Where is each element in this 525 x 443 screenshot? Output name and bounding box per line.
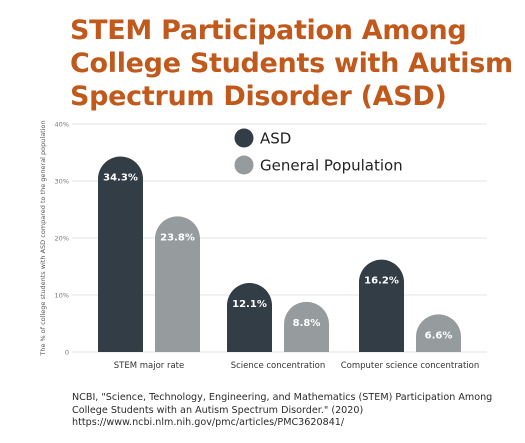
- source-line-1: NCBI, "Science, Technology, Engineering,…: [72, 392, 493, 403]
- legend: ASD General Population: [234, 128, 403, 175]
- legend-swatch-general-population: [234, 155, 254, 175]
- bar-value-label: 6.6%: [425, 330, 453, 341]
- bar-general-population: [155, 216, 200, 352]
- bar-value-label: 16.2%: [364, 276, 399, 287]
- x-axis-ticks: STEM major rate Science concentration Comp…: [114, 361, 480, 371]
- legend-swatch-asd: [234, 128, 254, 148]
- bar-asd: [359, 259, 404, 352]
- bar-value-label: 12.1%: [232, 299, 267, 310]
- y-axis-ticks: 0 10% 20% 30% 40%: [55, 121, 69, 357]
- y-tick-label: 20%: [55, 235, 69, 243]
- bar-value-label: 34.3%: [103, 172, 138, 183]
- bar-value-label: 23.8%: [160, 232, 195, 243]
- y-tick-label: 40%: [55, 121, 69, 129]
- chart-title: STEM Participation Among College Student…: [70, 15, 513, 112]
- x-tick-label: Computer science concentration: [341, 361, 480, 371]
- bar-value-labels: 34.3% 23.8% 12.1% 8.8% 16.2% 6.6%: [103, 172, 452, 341]
- legend-label: General Population: [260, 157, 403, 175]
- bar-general-population: [416, 314, 461, 352]
- x-tick-label: STEM major rate: [114, 361, 185, 371]
- x-tick-label: Science concentration: [231, 361, 326, 371]
- source-line-2: College Students with an Autism Spectrum…: [72, 404, 364, 416]
- y-tick-label: 0: [65, 349, 69, 357]
- legend-label: ASD: [260, 130, 291, 148]
- y-tick-label: 30%: [55, 178, 69, 186]
- bar-asd: [98, 156, 143, 352]
- source-line-url: https://www.ncbi.nlm.nih.gov/pmc/article…: [72, 417, 345, 428]
- bar-value-label: 8.8%: [293, 318, 321, 329]
- bar-asd: [227, 283, 272, 352]
- y-axis-label: The % of college students with ASD compa…: [39, 120, 47, 356]
- y-tick-label: 10%: [55, 292, 69, 300]
- source-citation: NCBI, "Science, Technology, Engineering,…: [72, 392, 517, 430]
- bar-general-population: [284, 301, 329, 352]
- bars: [98, 156, 461, 352]
